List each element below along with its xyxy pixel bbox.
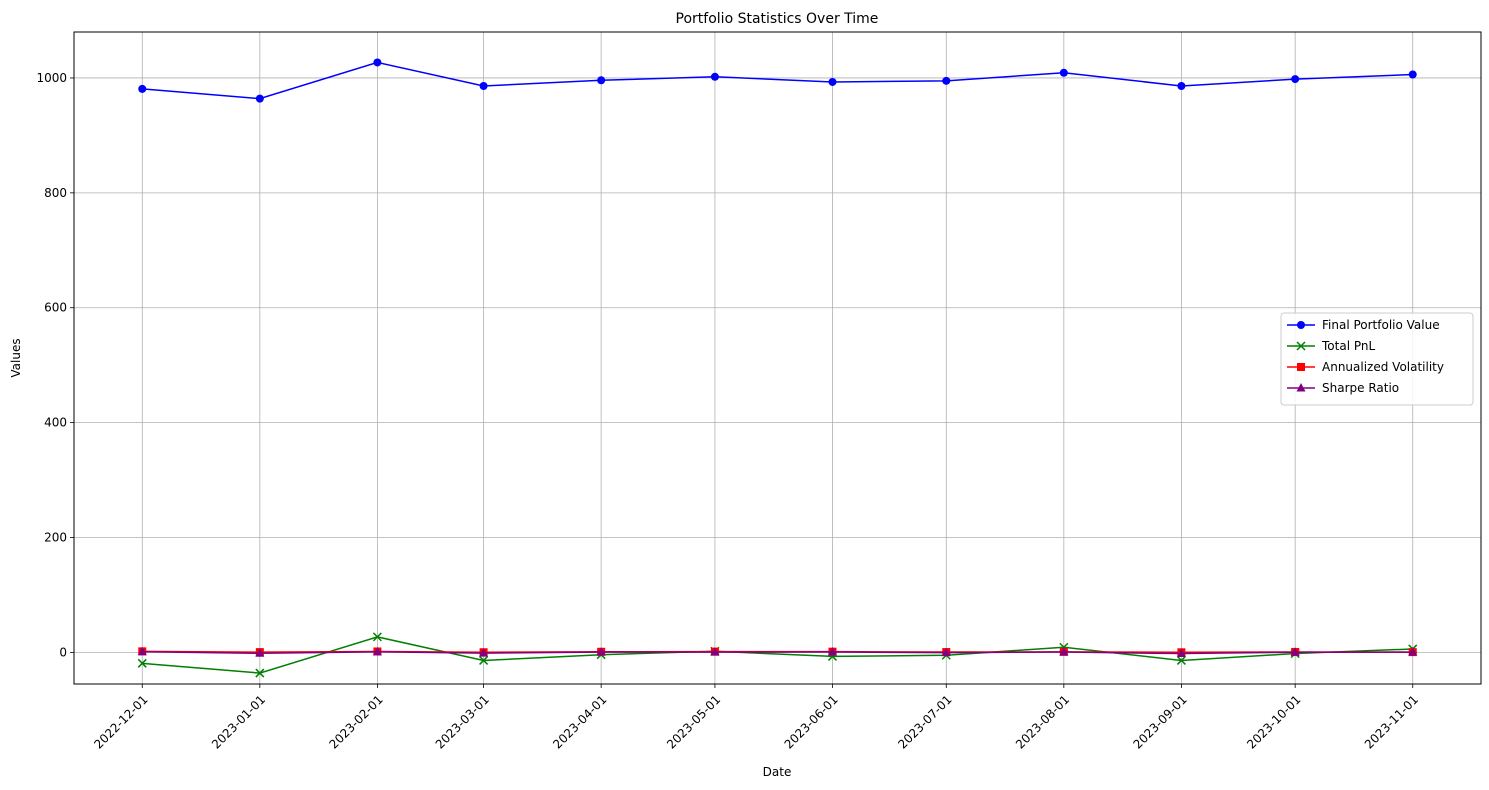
data-point-sharpe-ratio bbox=[479, 648, 489, 657]
legend-marker-total-pnl bbox=[1296, 341, 1306, 351]
legend-marker-sharpe-ratio bbox=[1296, 383, 1306, 392]
data-point-final-portfolio-value bbox=[942, 76, 951, 85]
legend-label-total-pnl: Total PnL bbox=[1321, 339, 1375, 353]
series-sharpe-ratio bbox=[137, 646, 1418, 658]
x-tick-label: 2023-05-01 bbox=[664, 692, 723, 751]
plot-frame bbox=[73, 31, 1482, 685]
y-tick-label: 1000 bbox=[36, 71, 67, 85]
data-point-sharpe-ratio bbox=[372, 646, 382, 656]
x-tick-label: 2023-06-01 bbox=[782, 692, 841, 751]
data-point-final-portfolio-value bbox=[597, 76, 606, 85]
data-point-sharpe-ratio bbox=[1059, 647, 1069, 656]
data-point-final-portfolio-value bbox=[138, 84, 147, 93]
x-tick-label: 2023-01-01 bbox=[209, 692, 268, 751]
data-point-final-portfolio-value bbox=[828, 77, 837, 86]
x-tick-label: 2023-10-01 bbox=[1244, 692, 1303, 751]
data-point-total-pnl bbox=[372, 632, 382, 642]
legend-marker-annualized-volatility bbox=[1297, 363, 1305, 371]
data-point-sharpe-ratio bbox=[1290, 647, 1300, 656]
data-point-sharpe-ratio bbox=[1408, 647, 1418, 656]
series-final-portfolio-value bbox=[138, 58, 1417, 103]
data-point-final-portfolio-value bbox=[1291, 75, 1300, 84]
x-tick-label: 2022-12-01 bbox=[91, 692, 150, 751]
data-point-final-portfolio-value bbox=[1408, 70, 1417, 79]
x-tick-label: 2023-07-01 bbox=[895, 692, 954, 751]
y-tick-label: 800 bbox=[44, 186, 67, 200]
x-tick-label: 2023-03-01 bbox=[433, 692, 492, 751]
y-tick-label: 200 bbox=[44, 531, 67, 545]
x-axis-label: Date bbox=[763, 765, 792, 779]
legend: Final Portfolio Value Total PnL Annualized… bbox=[1280, 312, 1474, 406]
series-line-final-portfolio-value bbox=[142, 61, 1413, 100]
y-axis-label: Values bbox=[9, 338, 23, 377]
x-axis: 2022-12-01 2023-01-01 2023-02-01 2023-03-01… bbox=[91, 684, 1421, 752]
data-point-total-pnl bbox=[1176, 655, 1186, 665]
data-point-final-portfolio-value bbox=[479, 81, 488, 90]
data-point-final-portfolio-value bbox=[1059, 68, 1068, 77]
data-point-sharpe-ratio bbox=[827, 647, 837, 656]
y-tick-label: 0 bbox=[59, 645, 67, 659]
y-tick-label: 600 bbox=[44, 301, 67, 315]
series-layer bbox=[137, 58, 1418, 678]
data-point-sharpe-ratio bbox=[1176, 648, 1186, 658]
data-point-sharpe-ratio bbox=[710, 647, 720, 656]
x-tick-label: 2023-11-01 bbox=[1362, 692, 1421, 751]
x-tick-label: 2023-09-01 bbox=[1131, 692, 1190, 751]
series-line-sharpe-ratio bbox=[142, 650, 1413, 655]
x-tick-label: 2023-08-01 bbox=[1013, 692, 1072, 751]
chart-title: Portfolio Statistics Over Time bbox=[676, 11, 879, 27]
data-point-total-pnl bbox=[137, 658, 147, 668]
plot-area bbox=[74, 32, 1481, 684]
legend-label-annualized-volatility: Annualized Volatility bbox=[1322, 360, 1444, 374]
data-point-total-pnl bbox=[479, 655, 489, 665]
data-point-total-pnl bbox=[255, 668, 265, 678]
data-point-final-portfolio-value bbox=[710, 72, 719, 81]
data-point-final-portfolio-value bbox=[1177, 81, 1186, 90]
series-line-total-pnl bbox=[142, 636, 1413, 674]
data-point-sharpe-ratio bbox=[255, 648, 265, 657]
data-point-sharpe-ratio bbox=[941, 647, 951, 657]
data-point-final-portfolio-value bbox=[255, 94, 264, 103]
x-tick-label: 2023-04-01 bbox=[550, 692, 609, 751]
x-tick-label: 2023-02-01 bbox=[327, 692, 386, 751]
data-point-sharpe-ratio bbox=[137, 646, 147, 656]
legend-marker-final-portfolio-value bbox=[1297, 321, 1305, 329]
y-tick-label: 400 bbox=[44, 416, 67, 430]
y-axis: 0 200 400 600 800 1000 bbox=[36, 71, 74, 659]
legend-box bbox=[1280, 312, 1474, 406]
legend-label-sharpe-ratio: Sharpe Ratio bbox=[1322, 381, 1399, 395]
data-point-sharpe-ratio bbox=[596, 647, 606, 656]
legend-label-final-portfolio-value: Final Portfolio Value bbox=[1322, 318, 1440, 332]
data-point-final-portfolio-value bbox=[373, 58, 382, 67]
